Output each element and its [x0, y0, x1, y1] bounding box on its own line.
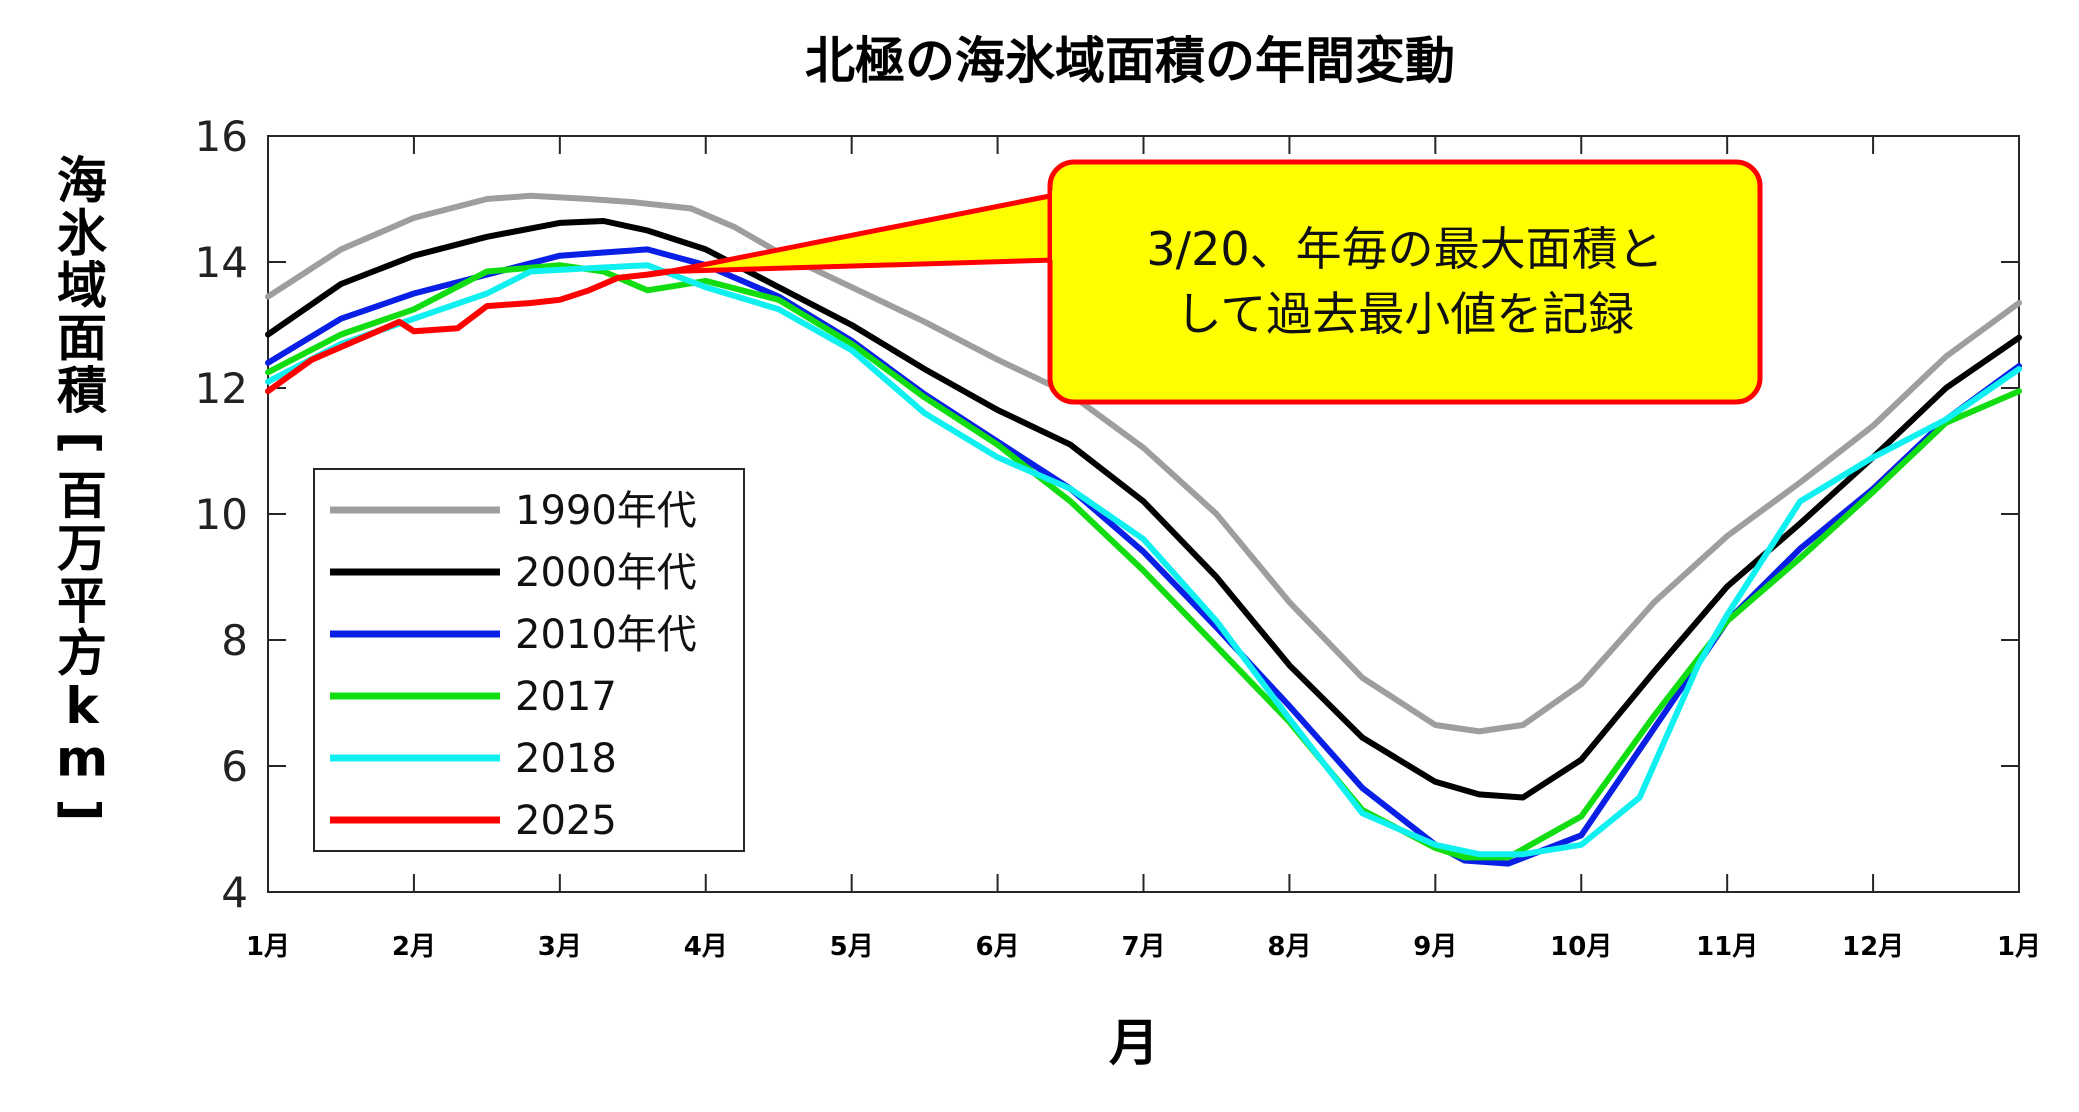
x-tick-label: 11月 [1696, 932, 1758, 962]
annotation-callout: 3/20、年毎の最大面積と して過去最小値を記録 [666, 159, 1763, 405]
axis-ticks: 4 6 8 10 12 14 16 1月 2月 3月 4月 5月 6月 7月 8月 9月 10月 11月 12月 1月 [195, 112, 2042, 962]
x-tick-label: 5月 [830, 932, 874, 962]
legend-box [313, 468, 745, 852]
x-tick-label: 3月 [538, 932, 582, 962]
y-tick-label: 12 [195, 364, 248, 413]
legend-label: 1990年代 [515, 488, 697, 534]
annotation-box [1047, 159, 1763, 405]
y-tick-label: 8 [221, 616, 248, 665]
annotation-line-2: して過去最小値を記録 [1176, 287, 1635, 341]
x-tick-label: 4月 [684, 932, 728, 962]
y-axis-label-char: 域 [57, 257, 107, 315]
series-lines [265, 192, 2022, 867]
y-axis-label-char: 平 [57, 572, 107, 630]
legend-label: 2000年代 [515, 550, 697, 596]
x-axis-label: 月 [1109, 1014, 1159, 1072]
y-axis-label-char: m [56, 730, 108, 788]
legend-label: 2025 [515, 798, 617, 844]
x-tick-label: 1月 [1997, 932, 2041, 962]
chart-title: 北極の海氷域面積の年間変動 [805, 32, 1455, 90]
y-axis-label-char: 百 [57, 467, 107, 525]
y-axis-label-char: [ [52, 431, 110, 454]
legend-label: 2010年代 [515, 612, 697, 658]
legend-label: 2017 [515, 674, 617, 720]
x-tick-label: 12月 [1842, 932, 1904, 962]
x-tick-label: 10月 [1550, 932, 1612, 962]
series-line [265, 262, 2022, 858]
y-tick-label: 6 [221, 742, 248, 791]
series-line [265, 192, 2022, 735]
series-line [265, 268, 673, 395]
y-axis-label-char: 万 [57, 520, 107, 578]
y-tick-label: 16 [195, 112, 248, 161]
legend-label: 2018 [515, 736, 617, 782]
x-tick-label: 9月 [1413, 932, 1457, 962]
annotation-line-1: 3/20、年毎の最大面積と [1146, 222, 1663, 276]
y-axis-label-char: 氷 [57, 205, 108, 263]
legend: 1990年代 2000年代 2010年代 2017 2018 2025 [313, 468, 745, 852]
y-tick-label: 14 [195, 238, 248, 287]
y-tick-label: 4 [221, 868, 248, 917]
y-axis-label-char: 面 [57, 310, 107, 368]
y-axis-label-char: ] [52, 799, 110, 822]
annotation-seam [1052, 190, 1062, 260]
y-tick-label: 10 [195, 490, 248, 539]
series-line [265, 218, 2022, 801]
x-tick-label: 7月 [1121, 932, 1165, 962]
x-tick-label: 2月 [392, 932, 436, 962]
y-axis-label-char: 海 [57, 152, 107, 210]
y-axis-label-char: k [65, 677, 100, 735]
x-tick-label: 6月 [976, 932, 1020, 962]
x-tick-label: 8月 [1267, 932, 1311, 962]
y-axis-label-char: 方 [57, 625, 107, 683]
x-tick-label: 1月 [246, 932, 290, 962]
y-axis-label-char: 積 [57, 362, 107, 420]
